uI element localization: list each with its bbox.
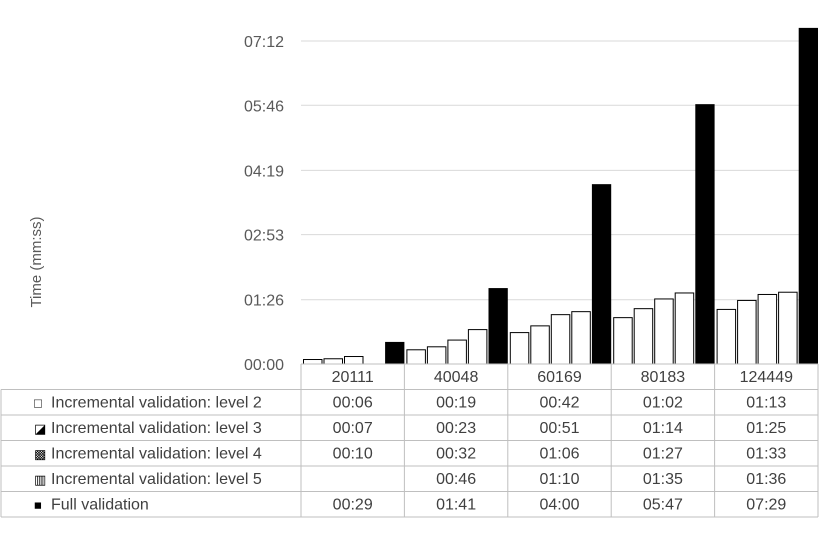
legend-entry: Incremental validation: level 3: [51, 420, 262, 437]
bar-80183-3: [654, 298, 674, 365]
bar-60169-4: [571, 311, 591, 365]
bar-124449-1: [716, 308, 737, 365]
y-axis-ticks: 00:00 01:26 02:53 04:19 05:46 07:12: [244, 34, 284, 374]
y-tick-label: 00:00: [244, 357, 284, 374]
y-tick-label: 01:26: [244, 293, 284, 310]
data-label: 01:10: [539, 471, 579, 488]
legend-symbol: ▥: [34, 472, 46, 487]
legend-symbol: ▩: [34, 447, 46, 462]
bar-40048-5: [488, 288, 508, 365]
data-label: 01:06: [539, 446, 579, 463]
category-label: 124449: [740, 369, 793, 386]
bar-124449-4: [778, 291, 798, 365]
bar-80183-4: [674, 292, 695, 365]
data-label: 01:33: [746, 446, 786, 463]
data-label: 00:10: [333, 446, 373, 463]
data-label: 00:51: [539, 420, 579, 437]
data-label: 01:02: [643, 395, 683, 412]
data-label: 01:25: [746, 420, 786, 437]
category-label: 20111: [332, 369, 374, 386]
bar-60169-1: [509, 332, 530, 365]
legend-symbol: □: [34, 396, 42, 411]
bar-124449-2: [737, 299, 757, 365]
data-label: 05:47: [643, 497, 683, 514]
y-tick-label: 02:53: [244, 228, 284, 245]
bar-124449-5: [798, 27, 818, 365]
y-tick-label: 05:46: [244, 98, 284, 115]
bar-40048-2: [426, 346, 447, 365]
data-table: 20111 40048 60169 80183 124449 □ Incremental v…: [0, 363, 819, 518]
gridlines: [301, 40, 818, 301]
y-tick-label: 04:19: [244, 163, 284, 180]
data-label: 01:13: [746, 395, 786, 412]
data-label: 00:32: [436, 446, 476, 463]
bar-40048-1: [406, 349, 426, 365]
bar-124449-3: [757, 293, 778, 365]
data-label: 04:00: [539, 497, 579, 514]
bar-20111-3: [344, 356, 364, 365]
legend-symbol: ■: [34, 498, 42, 513]
bar-20111-1: [303, 359, 323, 365]
data-label: 07:29: [746, 497, 786, 514]
data-label: 01:35: [643, 471, 683, 488]
data-label: 00:29: [333, 497, 373, 514]
bar-20111-2: [323, 358, 343, 365]
data-label: 01:14: [643, 420, 683, 437]
legend-entry: Full validation: [51, 497, 149, 514]
category-label: 60169: [537, 369, 582, 386]
bar-20111-5: [385, 341, 405, 365]
data-label: 00:06: [333, 395, 373, 412]
data-label: 00:23: [436, 420, 476, 437]
data-label: 01:27: [643, 446, 683, 463]
data-label: 01:41: [436, 497, 476, 514]
data-label: 00:19: [436, 395, 476, 412]
bar-40048-4: [467, 329, 488, 365]
y-tick-label: 07:12: [244, 34, 284, 51]
bar-80183-2: [633, 308, 654, 365]
bar-60169-5: [591, 184, 612, 365]
data-label: 00:42: [539, 395, 579, 412]
bar-80183-1: [613, 317, 633, 365]
legend-symbol: ◪: [34, 421, 46, 436]
bars: [303, 27, 818, 365]
category-label: 80183: [641, 369, 686, 386]
y-axis-label: Time (mm:ss): [28, 216, 45, 307]
bar-80183-5: [695, 104, 715, 365]
category-label: 40048: [434, 369, 479, 386]
data-label: 00:07: [333, 420, 373, 437]
bar-60169-2: [530, 325, 550, 365]
data-label: 01:36: [746, 471, 786, 488]
legend-entry: Incremental validation: level 4: [51, 446, 262, 463]
legend-entry: Incremental validation: level 5: [51, 471, 262, 488]
bar-60169-3: [550, 314, 571, 365]
bar-40048-3: [447, 339, 467, 365]
legend-entry: Incremental validation: level 2: [51, 395, 262, 412]
data-label: 00:46: [436, 471, 476, 488]
